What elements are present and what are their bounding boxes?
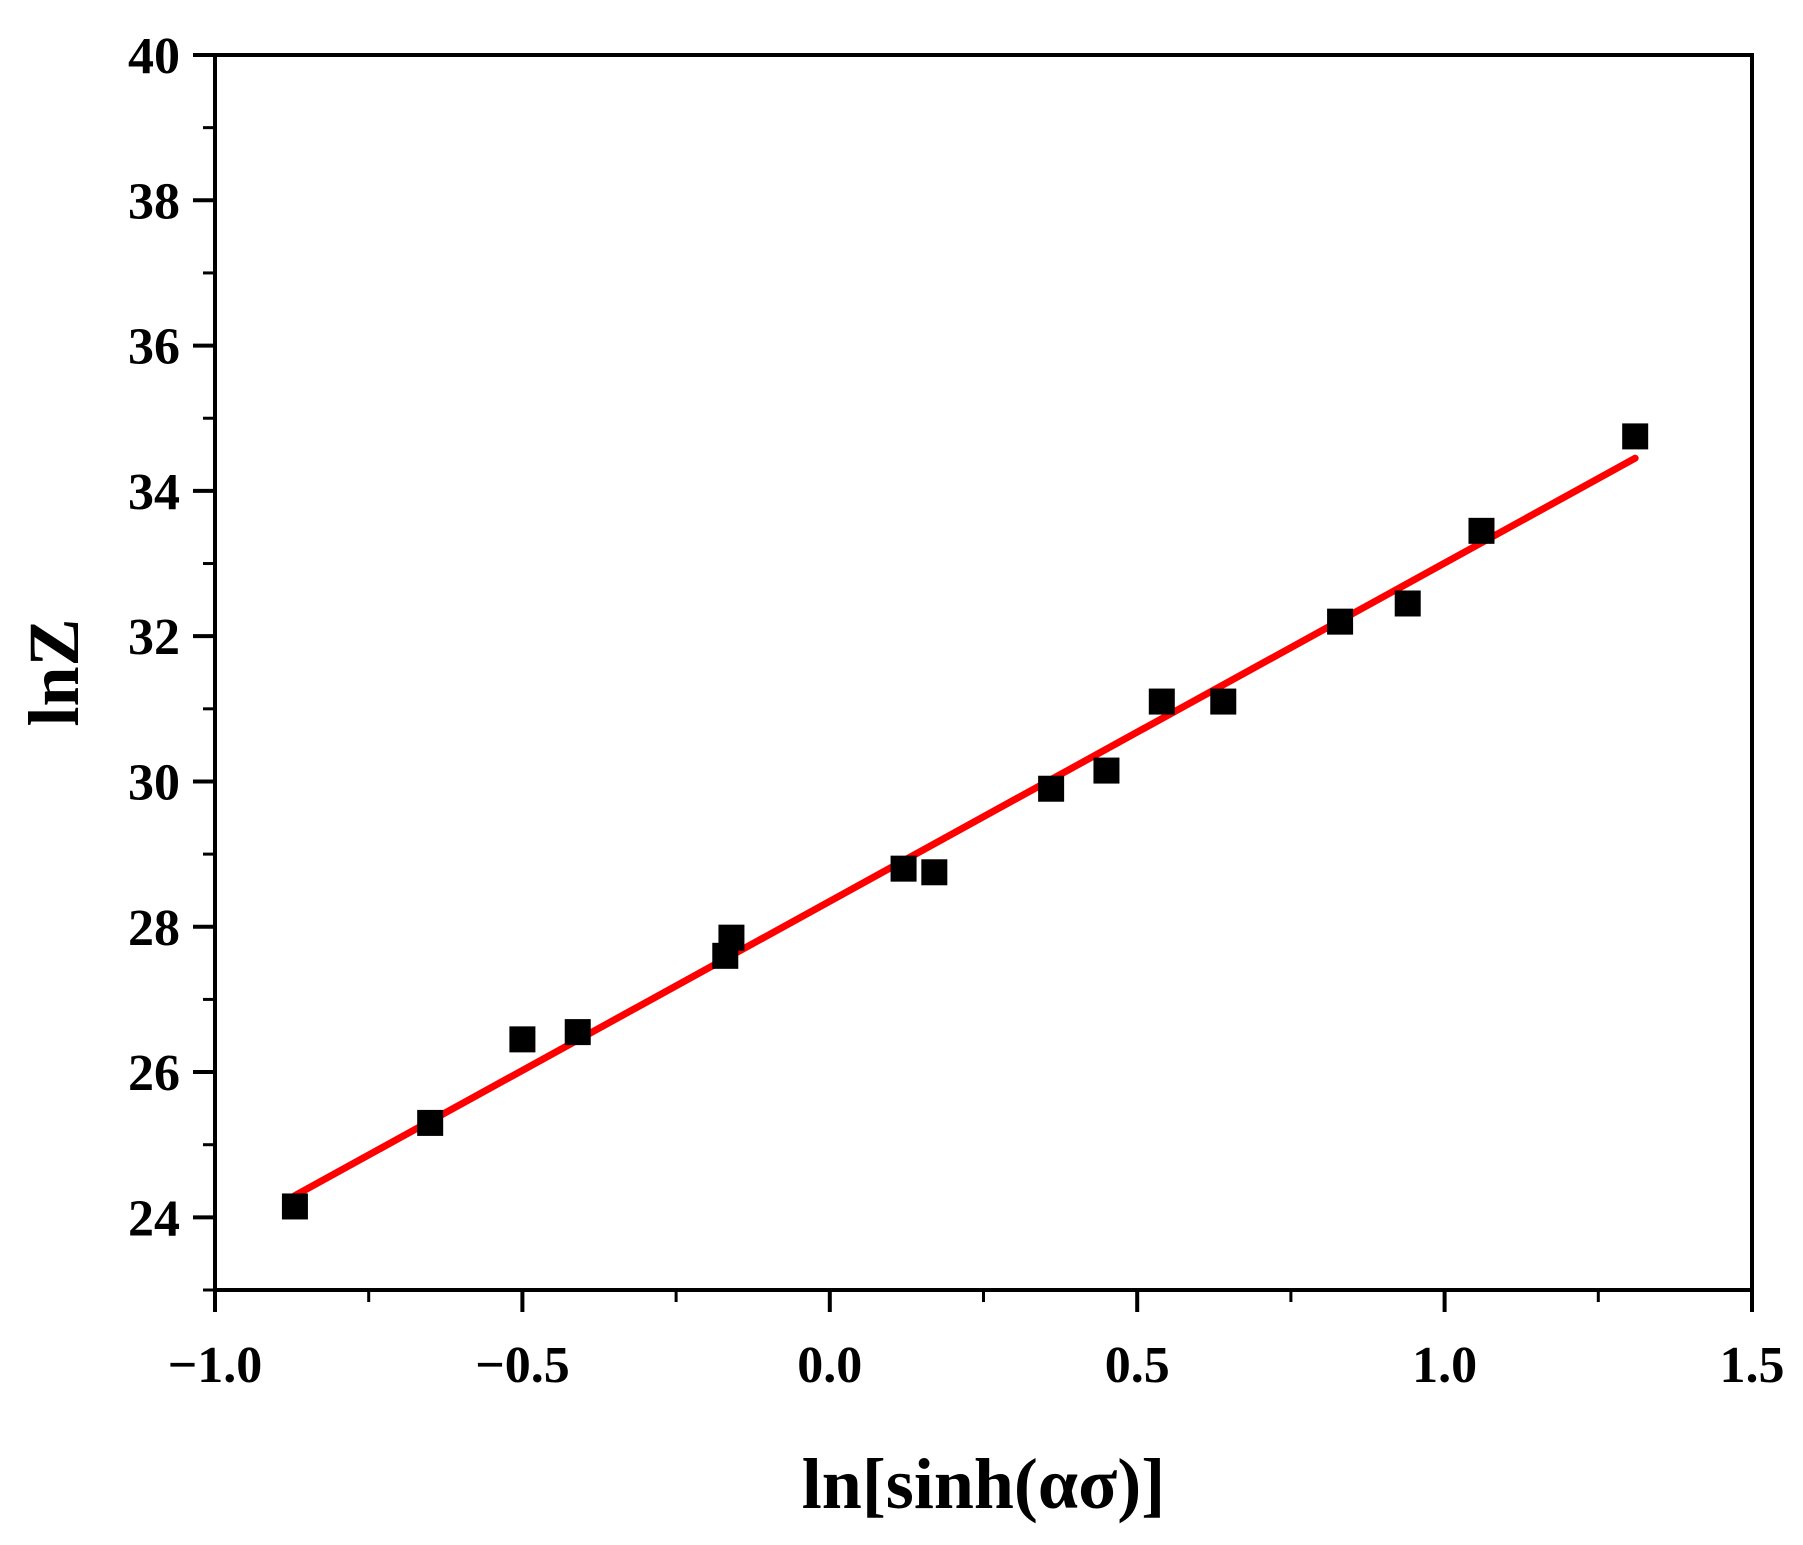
data-point bbox=[1148, 688, 1175, 715]
data-point bbox=[1038, 775, 1065, 802]
x-tick-label: −1.0 bbox=[168, 1337, 263, 1394]
x-axis-title: ln[sinh(ασ)] bbox=[802, 1444, 1165, 1524]
data-point bbox=[509, 1026, 536, 1053]
x-axis-ticks: −1.0 −0.5 0.0 0.5 1.0 1.5 bbox=[168, 1290, 1785, 1394]
x-tick-label: 0.5 bbox=[1105, 1337, 1170, 1394]
fit-line-layer bbox=[291, 454, 1639, 1200]
fit-line bbox=[291, 454, 1639, 1200]
data-point bbox=[281, 1193, 308, 1220]
data-point bbox=[718, 924, 745, 951]
data-point bbox=[1394, 590, 1421, 617]
y-axis-title: lnZ bbox=[14, 618, 94, 726]
y-tick-label: 28 bbox=[128, 900, 180, 957]
data-point bbox=[921, 859, 948, 886]
data-point bbox=[1327, 608, 1354, 635]
x-tick-label: −0.5 bbox=[475, 1337, 570, 1394]
x-tick-label: 1.0 bbox=[1412, 1337, 1477, 1394]
y-tick-label: 36 bbox=[128, 319, 180, 376]
data-point bbox=[1093, 757, 1120, 784]
y-axis-ticks: 24 26 28 30 32 34 36 38 40 bbox=[128, 28, 215, 1292]
data-point bbox=[564, 1019, 591, 1046]
data-point bbox=[890, 855, 917, 882]
data-point bbox=[1622, 423, 1649, 450]
y-tick-label: 38 bbox=[128, 173, 180, 230]
x-tick-label: 1.5 bbox=[1720, 1337, 1785, 1394]
data-point bbox=[1210, 688, 1237, 715]
y-tick-label: 30 bbox=[128, 754, 180, 811]
y-tick-label: 40 bbox=[128, 28, 180, 85]
x-tick-label: 0.0 bbox=[797, 1337, 862, 1394]
plot-frame bbox=[213, 53, 1754, 1292]
y-tick-label: 26 bbox=[128, 1045, 180, 1102]
data-point bbox=[417, 1109, 444, 1136]
y-tick-label: 32 bbox=[128, 609, 180, 666]
y-tick-label: 34 bbox=[128, 464, 180, 521]
y-tick-label: 24 bbox=[128, 1190, 180, 1247]
plot-border bbox=[213, 53, 1754, 1292]
data-points-layer bbox=[281, 423, 1649, 1220]
data-point bbox=[1468, 517, 1495, 544]
